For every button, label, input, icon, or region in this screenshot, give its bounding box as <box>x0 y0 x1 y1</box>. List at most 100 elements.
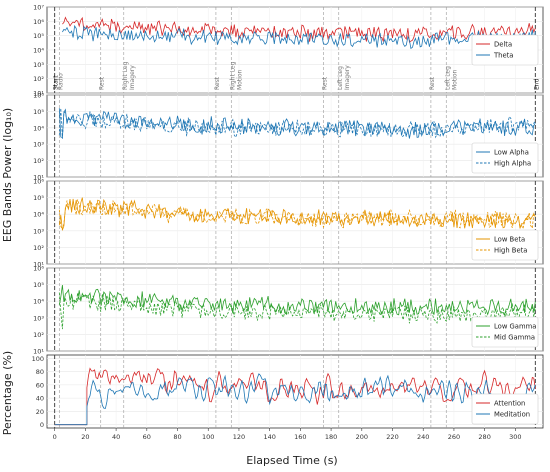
panel-1: 10¹ 10² 10³ 10⁴ 10⁵ 10⁶ 10⁷ Delta Theta StartRadi… <box>33 4 544 98</box>
y-tick-label: 10³ <box>33 61 44 69</box>
event-label: Radio <box>57 73 64 90</box>
y-tick-label: 10⁴ <box>33 124 44 132</box>
y-tick-label: 10² <box>33 75 44 83</box>
percentage-y-label: Percentage (%) <box>1 351 14 435</box>
y-tick-label: 10⁴ <box>33 47 44 55</box>
event-label: Motion <box>236 69 243 90</box>
x-tick-label: 120 <box>233 433 245 441</box>
x-tick-label: 260 <box>448 433 460 441</box>
legend-box <box>471 34 539 66</box>
x-tick-label: 0 <box>53 433 57 441</box>
x-tick-label: 60 <box>143 433 151 441</box>
legend-label: Low Alpha <box>494 149 529 157</box>
legend: Low Alpha High Alpha <box>471 142 539 174</box>
y-tick-label: 10⁶ <box>33 92 44 100</box>
event-label: Left Leg <box>337 66 344 90</box>
y-tick-label: 10² <box>33 157 44 165</box>
event-label: Motion <box>451 69 458 90</box>
y-tick-label: 0 <box>40 421 44 429</box>
x-tick-label: 280 <box>478 433 490 441</box>
event-label: Rest <box>429 76 436 90</box>
legend: Low Gamma Mid Gamma <box>471 316 539 348</box>
series-theta-line <box>62 24 536 50</box>
legend-label: High Alpha <box>494 160 531 168</box>
legend: Delta Theta <box>471 34 539 66</box>
series-delta-line <box>62 16 536 43</box>
x-tick-label: 160 <box>294 433 306 441</box>
series-high-beta-line <box>58 199 536 231</box>
plot-area <box>46 94 544 178</box>
legend: Low Beta High Beta <box>471 229 539 261</box>
legend: Attention Meditation <box>471 393 539 425</box>
legend-box <box>471 142 539 174</box>
plot-area <box>46 354 544 429</box>
x-tick-label: 20 <box>81 433 89 441</box>
legend-box <box>471 393 539 425</box>
panel-5: 0 20 40 60 80 100 0 20 40 60 80 100 120 140 160 180 200 2… <box>32 354 544 441</box>
y-tick-label: 10¹ <box>33 348 44 356</box>
y-tick-label: 10⁵ <box>33 108 44 116</box>
series-attention-line <box>54 367 536 426</box>
y-tick-label: 10¹ <box>33 174 44 182</box>
event-label: Imagery <box>129 65 136 90</box>
x-tick-label: 100 <box>202 433 214 441</box>
y-tick-label: 20 <box>36 408 44 416</box>
legend-box <box>471 229 539 261</box>
y-tick-label: 10³ <box>33 227 44 235</box>
y-tick-label: 10⁴ <box>33 211 44 219</box>
y-tick-label: 10⁶ <box>33 178 44 186</box>
legend-label: Low Beta <box>494 236 525 244</box>
panel-3: 10¹ 10² 10³ 10⁴ 10⁵ 10⁶ Low Beta High Beta <box>33 178 544 269</box>
legend-label: Attention <box>494 400 525 408</box>
event-label: Imagery <box>344 65 351 90</box>
event-label: Rest <box>214 76 221 90</box>
y-tick-label: 10¹ <box>33 261 44 269</box>
x-axis-label: Elapsed Time (s) <box>246 454 337 467</box>
x-tick-label: 300 <box>509 433 521 441</box>
event-label: Rest <box>321 76 328 90</box>
event-label: Right Leg <box>122 61 129 90</box>
series-meditation-line <box>54 373 536 426</box>
y-tick-label: 100 <box>32 355 44 363</box>
legend-label: Mid Gamma <box>494 334 535 342</box>
x-tick-label: 240 <box>417 433 429 441</box>
x-tick-label: 80 <box>173 433 181 441</box>
legend-label: Delta <box>494 41 512 49</box>
x-tick-label: 200 <box>356 433 368 441</box>
y-tick-label: 40 <box>36 395 44 403</box>
y-tick-label: 10³ <box>33 141 44 149</box>
y-tick-label: 60 <box>36 381 44 389</box>
y-tick-label: 10³ <box>33 314 44 322</box>
y-tick-label: 10² <box>33 244 44 252</box>
x-tick-label: 180 <box>325 433 337 441</box>
y-tick-label: 10⁷ <box>33 4 44 12</box>
event-label: End <box>533 78 540 90</box>
series-low-alpha-line <box>58 108 536 139</box>
y-tick-label: 10⁵ <box>33 194 44 202</box>
eeg-power-y-label: EEG Bands Power (log₁₀) <box>1 108 14 242</box>
series-high-alpha-line <box>58 108 536 139</box>
y-tick-label: 10¹ <box>33 90 44 98</box>
y-tick-label: 10⁶ <box>33 18 44 26</box>
x-tick-label: 220 <box>386 433 398 441</box>
y-tick-label: 10⁴ <box>33 298 44 306</box>
panel-4: 10¹ 10² 10³ 10⁴ 10⁵ 10⁶ Low Gamma Mid Gamma <box>33 265 544 356</box>
panel-2: 10¹ 10² 10³ 10⁴ 10⁵ 10⁶ Low Alpha High Alpha <box>33 92 544 182</box>
y-tick-label: 10⁵ <box>33 32 44 40</box>
event-label: Rest <box>99 76 106 90</box>
legend-label: Meditation <box>494 411 530 419</box>
x-tick-label: 140 <box>263 433 275 441</box>
event-label: Left Leg <box>444 66 451 90</box>
plot-area <box>46 267 544 352</box>
event-label: Start <box>53 75 60 90</box>
legend-label: Theta <box>493 52 513 60</box>
y-tick-label: 10⁶ <box>33 265 44 273</box>
y-tick-label: 10⁵ <box>33 281 44 289</box>
y-tick-label: 10² <box>33 331 44 339</box>
series-mid-gamma-line <box>58 292 536 330</box>
x-tick-label: 40 <box>112 433 120 441</box>
legend-box <box>471 316 539 348</box>
legend-label: Low Gamma <box>494 323 536 331</box>
